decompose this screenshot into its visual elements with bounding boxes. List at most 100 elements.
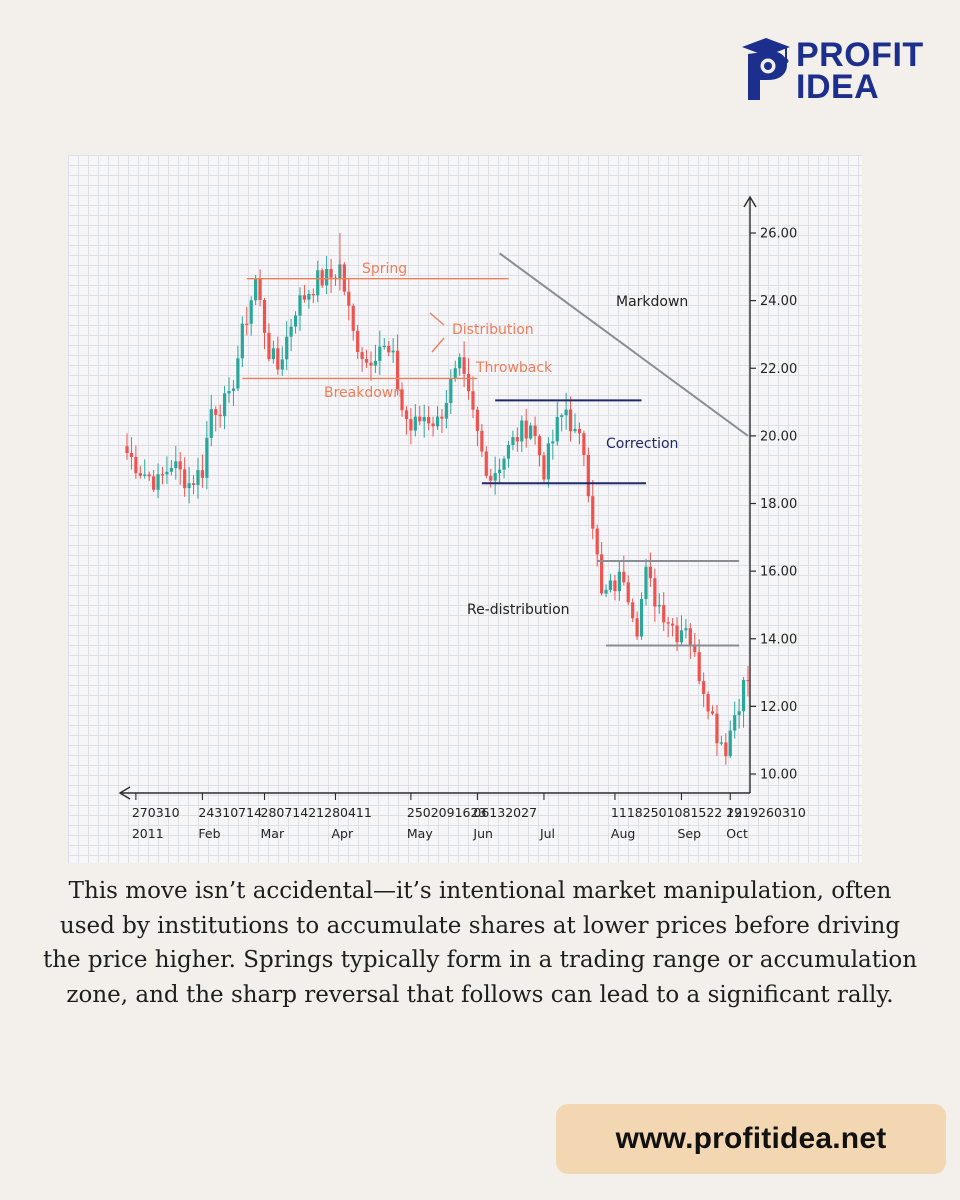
candle-body xyxy=(267,332,271,360)
candle-body xyxy=(307,294,311,300)
candle-body xyxy=(178,461,182,470)
y-tick-label: 20.00 xyxy=(760,429,797,444)
y-tick-label: 14.00 xyxy=(760,632,797,647)
candle-body xyxy=(635,618,639,637)
candle-body xyxy=(480,430,484,452)
candle-body xyxy=(364,359,369,363)
candle-body xyxy=(662,605,666,623)
candle-body xyxy=(604,589,608,594)
candle-body xyxy=(453,368,457,379)
candle-body xyxy=(138,473,142,476)
x-tick-month-label: Mar xyxy=(261,826,285,841)
candle-body xyxy=(551,441,555,444)
candle-body xyxy=(409,419,413,431)
candle-body xyxy=(351,305,355,331)
candle-body xyxy=(617,571,621,592)
breakdown-label: Breakdown xyxy=(324,385,402,401)
candle-body xyxy=(285,336,289,360)
throwback-label: Throwback xyxy=(475,360,553,376)
candle-body xyxy=(484,451,488,476)
x-tick-day-label: 24310714 xyxy=(198,805,262,820)
candle-body xyxy=(293,315,298,327)
candle-body xyxy=(639,598,644,637)
candle-body xyxy=(440,416,444,419)
candle-body xyxy=(666,622,670,624)
candle-body xyxy=(537,436,542,456)
candle-body xyxy=(684,628,688,631)
candle-body xyxy=(564,409,568,416)
candle-body xyxy=(214,409,218,415)
brand-logo: PROFIT IDEA xyxy=(740,34,940,104)
candle-body xyxy=(165,471,169,475)
candle-body xyxy=(693,645,697,653)
candle-body xyxy=(697,652,701,682)
candle-body xyxy=(511,437,515,446)
x-tick-month-label: 2011 xyxy=(132,826,164,841)
candle-body xyxy=(582,433,586,455)
candle-body xyxy=(728,730,732,757)
x-tick-day-label: 270310 xyxy=(132,805,180,820)
candle-body xyxy=(591,496,595,529)
y-tick-label: 16.00 xyxy=(760,565,797,580)
candle-body xyxy=(733,715,737,731)
candle-body xyxy=(196,470,200,485)
x-tick-month-label: Aug xyxy=(611,826,635,841)
x-tick-month-label: Jun xyxy=(472,826,493,841)
candle-body xyxy=(382,345,386,348)
candle-body xyxy=(325,268,329,286)
candle-body xyxy=(174,461,178,469)
candle-body xyxy=(391,350,395,353)
candle-body xyxy=(160,474,165,476)
x-tick-month-label: Feb xyxy=(198,826,220,841)
candle-body xyxy=(152,476,156,490)
candle-body xyxy=(568,409,573,432)
candle-body xyxy=(644,566,648,599)
candle-body xyxy=(298,295,302,316)
candle-body xyxy=(573,428,577,432)
caption-text: This move isn’t accidental—it’s intentio… xyxy=(42,878,918,1008)
candle-body xyxy=(706,694,710,712)
candle-body xyxy=(236,358,240,389)
candle-body xyxy=(546,443,550,480)
candle-body xyxy=(404,410,409,420)
markdown-trend-line xyxy=(499,252,749,437)
candle-body xyxy=(679,630,684,643)
candle-body xyxy=(280,359,284,370)
candle-body xyxy=(555,416,559,442)
candle-body xyxy=(205,437,209,478)
candle-body xyxy=(147,474,151,477)
candle-body xyxy=(542,455,546,480)
candle-body xyxy=(395,350,400,390)
x-tick-day-label: 28071421280411 xyxy=(261,805,372,820)
website-badge[interactable]: www.profitidea.net xyxy=(556,1104,946,1174)
candle-body xyxy=(719,742,723,744)
candle-body xyxy=(227,390,231,394)
candle-body xyxy=(670,623,675,626)
candle-body xyxy=(418,416,422,422)
candle-body xyxy=(489,475,493,481)
candle-body xyxy=(462,357,466,374)
x-tick-month-label: Oct xyxy=(726,826,748,841)
candle-body xyxy=(435,416,440,427)
candle-body xyxy=(471,391,475,410)
y-tick-label: 10.00 xyxy=(760,768,797,783)
candle-body xyxy=(600,554,604,594)
candle-body xyxy=(498,469,502,474)
candle-body xyxy=(249,300,253,324)
candle-body xyxy=(373,360,377,366)
website-url: www.profitidea.net xyxy=(615,1122,887,1155)
candle-body xyxy=(378,346,382,361)
y-tick-label: 12.00 xyxy=(760,700,797,715)
chart-panel: 10.00 12.00 14.00 16.00 18.00 20.00 22.00 24.00… xyxy=(68,155,862,863)
candle-body xyxy=(262,299,267,333)
candle-body xyxy=(631,602,635,619)
candle-body xyxy=(271,348,275,360)
candle-body xyxy=(502,458,506,470)
candles-group xyxy=(125,256,750,765)
candle-body xyxy=(400,389,404,411)
x-axis-arrow-icon xyxy=(118,786,131,800)
candle-body xyxy=(187,483,191,489)
candle-body xyxy=(431,423,435,427)
x-tick-month-label: Sep xyxy=(677,826,701,841)
x-tick-month-label: Apr xyxy=(331,826,353,841)
